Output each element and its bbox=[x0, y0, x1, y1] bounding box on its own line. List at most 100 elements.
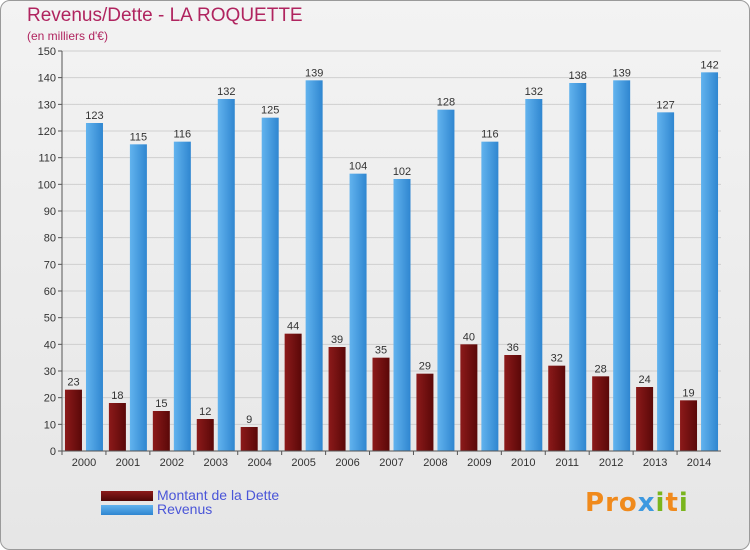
legend-swatch-revenus bbox=[101, 505, 153, 515]
bar-revenus bbox=[349, 173, 367, 451]
x-tick-label: 2004 bbox=[247, 457, 271, 469]
logo-letter: t bbox=[665, 488, 679, 518]
bar-revenus bbox=[85, 123, 103, 451]
data-label-revenus: 139 bbox=[612, 67, 630, 79]
bar-dette bbox=[64, 389, 82, 451]
data-label-revenus: 139 bbox=[305, 67, 323, 79]
bar-revenus bbox=[393, 179, 411, 451]
bar-dette bbox=[240, 427, 258, 451]
grid-lines bbox=[62, 50, 721, 452]
data-label-revenus: 132 bbox=[525, 86, 543, 98]
logo-letter: i bbox=[655, 488, 666, 518]
legend-swatch-dette bbox=[101, 491, 153, 501]
x-tick-label: 2007 bbox=[379, 457, 403, 469]
y-tick-label: 0 bbox=[50, 446, 56, 458]
data-label-dette: 23 bbox=[67, 377, 79, 389]
bar-revenus bbox=[657, 112, 675, 451]
data-label-revenus: 102 bbox=[393, 166, 411, 178]
x-tick-label: 2008 bbox=[423, 457, 447, 469]
x-axis: 2000 2001 2002 2003 2004 2005 2006 2007 2008 2009… bbox=[61, 450, 721, 469]
chart-title: Revenus/Dette - LA ROQUETTE bbox=[27, 5, 303, 26]
bar-dette bbox=[328, 347, 346, 451]
data-label-revenus: 116 bbox=[174, 129, 192, 141]
bar-revenus bbox=[613, 80, 631, 451]
data-label-dette: 19 bbox=[682, 387, 694, 399]
data-label-dette: 9 bbox=[246, 414, 252, 426]
data-label-dette: 15 bbox=[155, 398, 167, 410]
data-label-dette: 36 bbox=[507, 342, 519, 354]
legend-label-dette: Montant de la Dette bbox=[157, 487, 280, 503]
data-label-dette: 24 bbox=[638, 374, 650, 386]
y-tick-label: 60 bbox=[44, 286, 56, 298]
proxiti-logo: Proxiti bbox=[585, 488, 689, 518]
logo-letter: x bbox=[637, 488, 656, 518]
data-label-revenus: 132 bbox=[217, 86, 235, 98]
y-tick-label: 20 bbox=[44, 393, 56, 405]
x-tick-label: 2014 bbox=[687, 457, 711, 469]
bar-dette bbox=[504, 355, 522, 451]
bar-dette bbox=[680, 400, 698, 451]
x-tick-label: 2012 bbox=[599, 457, 623, 469]
y-tick-label: 140 bbox=[38, 73, 56, 85]
y-tick-label: 30 bbox=[44, 366, 56, 378]
data-label-revenus: 128 bbox=[437, 97, 455, 109]
bar-revenus bbox=[261, 117, 279, 452]
data-label-revenus: 142 bbox=[700, 59, 718, 71]
y-tick-label: 80 bbox=[44, 233, 56, 245]
data-label-dette: 18 bbox=[111, 390, 123, 402]
bar-dette bbox=[636, 387, 654, 451]
x-tick-label: 2013 bbox=[643, 457, 667, 469]
data-label-revenus: 127 bbox=[656, 99, 674, 111]
data-label-dette: 40 bbox=[463, 331, 475, 343]
bar-revenus bbox=[481, 141, 499, 451]
bar-dette bbox=[548, 365, 566, 451]
y-tick-label: 120 bbox=[38, 126, 56, 138]
data-label-dette: 12 bbox=[199, 406, 211, 418]
y-axis: 0 10 20 30 40 50 60 70 80 90 100 110 120 130 140 150 bbox=[38, 46, 63, 458]
y-tick-label: 70 bbox=[44, 259, 56, 271]
data-label-revenus: 104 bbox=[349, 161, 367, 173]
x-tick-label: 2001 bbox=[116, 457, 140, 469]
y-tick-label: 100 bbox=[38, 179, 56, 191]
logo-letter: r bbox=[605, 488, 619, 518]
y-tick-label: 50 bbox=[44, 313, 56, 325]
y-tick-label: 90 bbox=[44, 206, 56, 218]
data-label-dette: 29 bbox=[419, 361, 431, 373]
x-tick-label: 2002 bbox=[160, 457, 184, 469]
y-tick-label: 150 bbox=[38, 46, 56, 58]
logo-letter: o bbox=[618, 488, 638, 518]
chart-subtitle: (en milliers d'€) bbox=[27, 29, 108, 43]
data-label-dette: 44 bbox=[287, 321, 299, 333]
data-label-dette: 32 bbox=[551, 353, 563, 365]
bar-revenus bbox=[129, 144, 147, 452]
bar-dette bbox=[372, 357, 390, 451]
bars: 23 123 18 115 15 116 12 132 9 125 44 139 39 104 35 102 2… bbox=[64, 59, 719, 452]
data-label-revenus: 116 bbox=[481, 129, 499, 141]
data-label-revenus: 138 bbox=[569, 70, 587, 82]
data-label-revenus: 123 bbox=[85, 110, 103, 122]
bar-revenus bbox=[217, 99, 235, 451]
data-label-dette: 35 bbox=[375, 345, 387, 357]
bar-revenus bbox=[701, 72, 719, 451]
bar-revenus bbox=[305, 80, 323, 451]
logo-letter: i bbox=[678, 488, 689, 518]
logo-letter: P bbox=[585, 488, 606, 518]
y-tick-label: 110 bbox=[38, 153, 56, 165]
x-tick-label: 2005 bbox=[291, 457, 315, 469]
bar-dette bbox=[152, 411, 170, 451]
x-tick-label: 2003 bbox=[204, 457, 228, 469]
bar-dette bbox=[108, 403, 126, 451]
x-tick-label: 2000 bbox=[72, 457, 96, 469]
bar-dette bbox=[284, 333, 302, 451]
bar-dette bbox=[196, 419, 214, 451]
data-label-revenus: 125 bbox=[261, 105, 279, 117]
bar-revenus bbox=[569, 83, 587, 451]
bar-revenus bbox=[173, 141, 191, 451]
y-tick-label: 130 bbox=[38, 99, 56, 111]
legend-label-revenus: Revenus bbox=[157, 501, 213, 517]
x-tick-label: 2010 bbox=[511, 457, 535, 469]
x-tick-label: 2009 bbox=[467, 457, 491, 469]
data-label-dette: 39 bbox=[331, 334, 343, 346]
